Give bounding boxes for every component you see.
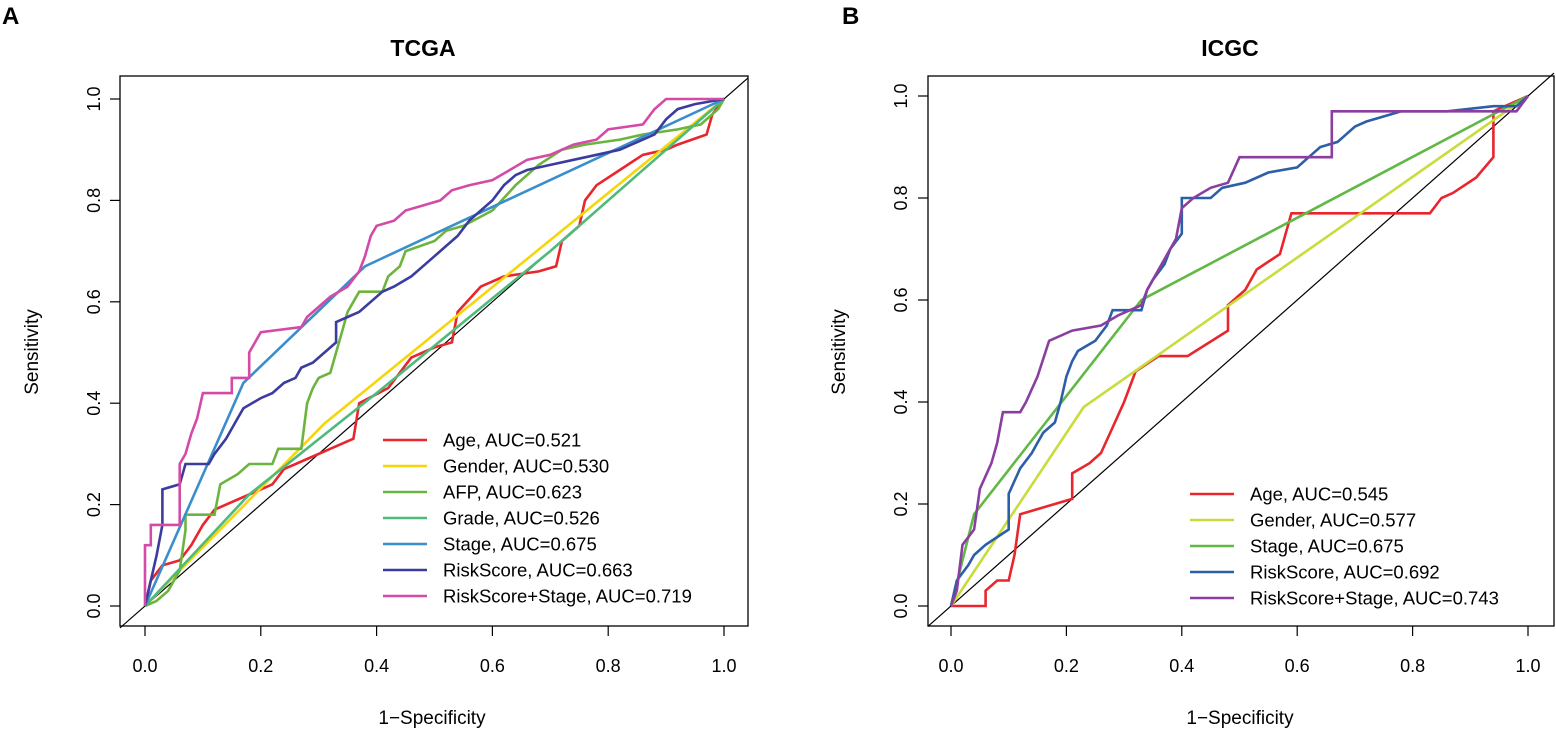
roc-line-riskscore (143, 97, 725, 607)
series-layer (119, 77, 749, 629)
x-tick-label: 0.0 (132, 656, 157, 676)
roc-line-grade (144, 98, 725, 607)
x-axis-label: 1−Specificity (378, 708, 486, 729)
y-tick-label: 0.6 (84, 289, 104, 314)
plot-frame (927, 75, 1555, 627)
roc-line-age (143, 98, 726, 607)
x-tick-label: 0.6 (1285, 656, 1310, 676)
y-tick-label: 0.8 (891, 185, 911, 210)
roc-line-riskscore-stage (143, 97, 724, 606)
roc-line-gender (144, 97, 725, 607)
plot-frame (119, 75, 749, 627)
y-axis-label: Sensitivity (22, 309, 43, 395)
axis-ticks: 0.0 0.2 0.4 0.6 0.8 1.0 0.0 0.2 0.4 0.6 0.8 1.0 (84, 86, 737, 676)
x-tick-label: 0.2 (1054, 656, 1079, 676)
panel-letter: A (2, 3, 19, 30)
x-tick-label: 1.0 (1515, 656, 1540, 676)
roc-line-afp (144, 98, 726, 608)
roc-line-stage (949, 94, 1529, 607)
panel-letter: B (842, 3, 859, 30)
series-layer (927, 72, 1555, 627)
legend-entry: Age, AUC=0.545 (1250, 484, 1388, 505)
y-axis-label: Sensitivity (829, 309, 850, 395)
legend: Age, AUC=0.521 Gender, AUC=0.530 AFP, AUC=… (383, 430, 692, 607)
y-tick-label: 0.4 (84, 391, 104, 416)
x-axis-label: 1−Specificity (1186, 708, 1294, 729)
y-tick-label: 0.2 (84, 492, 104, 517)
axis-ticks: 0.0 0.2 0.4 0.6 0.8 1.0 0.0 0.2 0.4 0.6 0.8 1.0 (891, 83, 1541, 676)
legend-entry: Stage, AUC=0.675 (443, 534, 597, 555)
y-tick-label: 0.0 (84, 593, 104, 618)
x-tick-label: 1.0 (711, 656, 736, 676)
legend-entry: AFP, AUC=0.623 (443, 482, 582, 503)
y-tick-label: 1.0 (891, 83, 911, 108)
x-tick-label: 0.6 (480, 656, 505, 676)
legend-entry: Grade, AUC=0.526 (443, 508, 600, 529)
y-tick-label: 0.2 (891, 491, 911, 516)
panel-tcga: A TCGA 1−Specificity Sensitivity 0.0 0.2 0… (2, 3, 749, 729)
legend-entry: Gender, AUC=0.577 (1250, 510, 1416, 531)
panel-icgc: B ICGC 1−Specificity Sensitivity 0.0 0.2 0… (829, 3, 1555, 729)
legend-entry: RiskScore, AUC=0.663 (443, 560, 633, 581)
chart-title: TCGA (390, 35, 455, 61)
x-tick-label: 0.2 (248, 656, 273, 676)
y-tick-label: 0.4 (891, 389, 911, 414)
y-tick-label: 0.0 (891, 593, 911, 618)
y-tick-label: 0.8 (84, 188, 104, 213)
legend-entry: RiskScore, AUC=0.692 (1250, 562, 1440, 583)
legend-entry: RiskScore+Stage, AUC=0.719 (443, 586, 692, 607)
legend-entry: Gender, AUC=0.530 (443, 456, 609, 477)
x-tick-label: 0.0 (938, 656, 963, 676)
legend: Age, AUC=0.545 Gender, AUC=0.577 Stage, AU… (1190, 484, 1499, 609)
legend-entry: Stage, AUC=0.675 (1250, 536, 1404, 557)
x-tick-label: 0.4 (1169, 656, 1194, 676)
x-tick-label: 0.8 (1400, 656, 1425, 676)
y-tick-label: 0.6 (891, 287, 911, 312)
x-tick-label: 0.4 (364, 656, 389, 676)
x-tick-label: 0.8 (596, 656, 621, 676)
diagonal-reference-line (927, 72, 1555, 627)
roc-line-riskscore-stage (949, 95, 1530, 607)
legend-entry: Age, AUC=0.521 (443, 430, 581, 451)
legend-entry: RiskScore+Stage, AUC=0.743 (1250, 588, 1499, 609)
chart-title: ICGC (1201, 35, 1259, 61)
y-tick-label: 1.0 (84, 86, 104, 111)
